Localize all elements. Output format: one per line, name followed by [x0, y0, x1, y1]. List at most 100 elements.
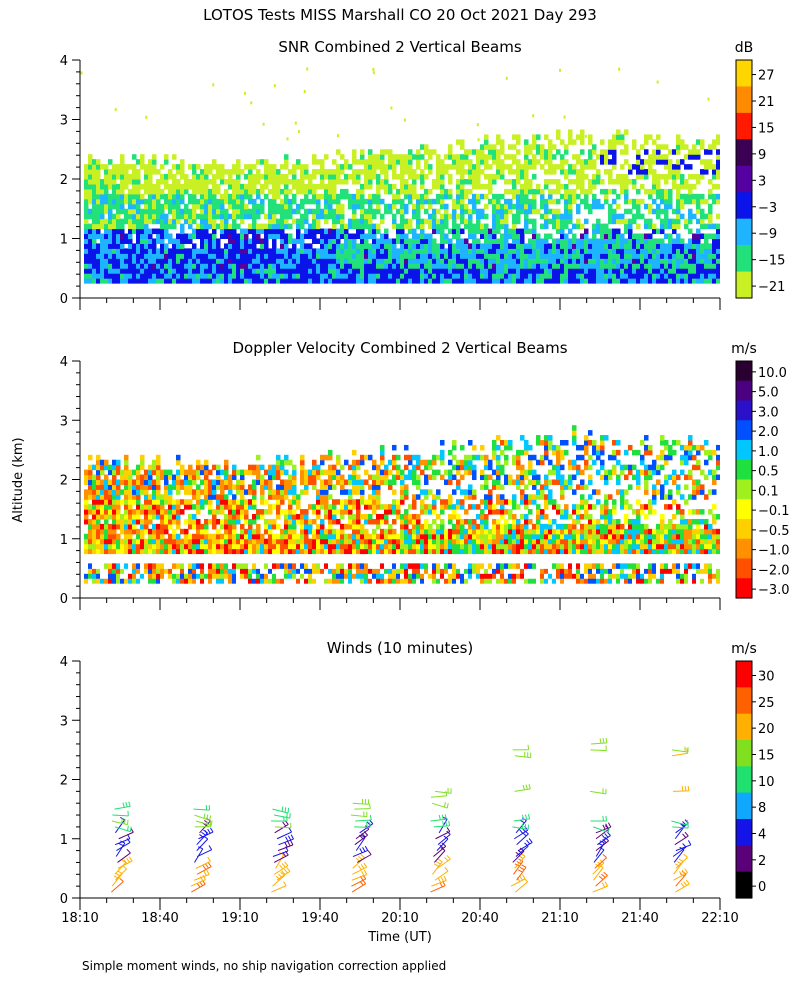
heatmap-cell	[500, 224, 505, 230]
heatmap-cell	[412, 278, 417, 284]
heatmap-cell	[224, 499, 229, 505]
heatmap-cell	[228, 539, 233, 545]
heatmap-cell	[280, 470, 285, 476]
heatmap-cell	[564, 174, 569, 180]
heatmap-cell	[360, 539, 365, 545]
heatmap-cell	[576, 184, 581, 190]
heatmap-cell	[428, 268, 433, 274]
heatmap-cell	[360, 524, 365, 530]
heatmap-cell	[564, 268, 569, 274]
heatmap-cell	[676, 134, 681, 140]
heatmap-cell	[300, 189, 305, 195]
heatmap-cell	[404, 578, 409, 584]
heatmap-cell	[172, 238, 177, 244]
heatmap-cell	[168, 534, 173, 540]
heatmap-cell	[656, 184, 661, 190]
heatmap-cell	[336, 539, 341, 545]
heatmap-cell	[204, 253, 209, 259]
heatmap-cell	[168, 489, 173, 495]
heatmap-cell	[88, 179, 93, 185]
heatmap-cell	[228, 509, 233, 515]
heatmap-cell	[348, 479, 353, 485]
heatmap-cell	[440, 253, 445, 259]
heatmap-cell	[176, 219, 181, 225]
heatmap-cell	[208, 268, 213, 274]
heatmap-cell	[200, 169, 205, 175]
heatmap-cell	[136, 573, 141, 579]
heatmap-speck	[212, 83, 214, 86]
heatmap-cell	[176, 253, 181, 259]
heatmap-cell	[108, 219, 113, 225]
heatmap-cell	[176, 534, 181, 540]
heatmap-cell	[380, 253, 385, 259]
heatmap-cell	[528, 219, 533, 225]
heatmap-cell	[152, 243, 157, 249]
heatmap-cell	[480, 154, 485, 160]
heatmap-cell	[264, 563, 269, 569]
heatmap-cell	[116, 499, 121, 505]
heatmap-cell	[600, 229, 605, 235]
heatmap-cell	[580, 278, 585, 284]
heatmap-cell	[276, 470, 281, 476]
heatmap-cell	[176, 238, 181, 244]
heatmap-cell	[216, 248, 221, 254]
heatmap-cell	[96, 273, 101, 279]
heatmap-cell	[140, 263, 145, 269]
heatmap-cell	[108, 224, 113, 230]
heatmap-cell	[424, 149, 429, 155]
heatmap-cell	[308, 179, 313, 185]
heatmap-cell	[668, 194, 673, 200]
heatmap-cell	[380, 514, 385, 520]
heatmap-speck	[478, 138, 480, 141]
heatmap-cell	[716, 159, 721, 165]
heatmap-cell	[164, 234, 169, 240]
heatmap-cell	[476, 184, 481, 190]
heatmap-cell	[248, 529, 253, 535]
heatmap-cell	[236, 224, 241, 230]
heatmap-cell	[296, 278, 301, 284]
heatmap-cell	[304, 568, 309, 574]
heatmap-cell	[208, 563, 213, 569]
heatmap-cell	[644, 258, 649, 264]
heatmap-cell	[116, 534, 121, 540]
heatmap-cell	[332, 504, 337, 510]
heatmap-cell	[92, 263, 97, 269]
heatmap-cell	[564, 243, 569, 249]
heatmap-cell	[400, 268, 405, 274]
heatmap-cell	[120, 529, 125, 535]
heatmap-cell	[704, 238, 709, 244]
heatmap-cell	[648, 154, 653, 160]
heatmap-cell	[492, 154, 497, 160]
heatmap-cell	[308, 258, 313, 264]
heatmap-cell	[696, 179, 701, 185]
heatmap-cell	[192, 243, 197, 249]
heatmap-cell	[704, 243, 709, 249]
heatmap-cell	[576, 204, 581, 210]
heatmap-cell	[212, 253, 217, 259]
heatmap-cell	[336, 470, 341, 476]
heatmap-cell	[228, 499, 233, 505]
heatmap-cell	[612, 139, 617, 145]
heatmap-cell	[388, 184, 393, 190]
heatmap-cell	[324, 484, 329, 490]
heatmap-cell	[136, 224, 141, 230]
heatmap-cell	[464, 258, 469, 264]
heatmap-cell	[236, 214, 241, 220]
heatmap-cell	[160, 494, 165, 500]
heatmap-cell	[332, 509, 337, 515]
heatmap-cell	[484, 164, 489, 170]
heatmap-cell	[500, 253, 505, 259]
heatmap-cell	[676, 204, 681, 210]
heatmap-cell	[696, 238, 701, 244]
heatmap-cell	[196, 470, 201, 476]
heatmap-cell	[148, 484, 153, 490]
heatmap-cell	[168, 484, 173, 490]
heatmap-cell	[228, 179, 233, 185]
heatmap-cell	[112, 238, 117, 244]
heatmap-cell	[120, 164, 125, 170]
heatmap-cell	[376, 475, 381, 481]
heatmap-cell	[160, 514, 165, 520]
heatmap-cell	[600, 238, 605, 244]
heatmap-cell	[312, 174, 317, 180]
heatmap-cell	[660, 243, 665, 249]
